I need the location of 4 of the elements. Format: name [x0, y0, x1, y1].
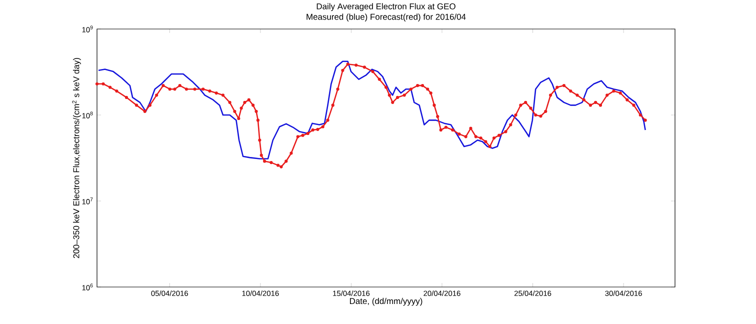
chart-subtitle: Measured (blue) Forecast(red) for 2016/04 — [306, 14, 466, 22]
chart-title: Daily Averaged Electron Flux at GEO — [316, 3, 456, 12]
x-axis-title: Date, (dd/mm/yyyy) — [350, 298, 422, 306]
y-axis-title: 200–350 keV Electron Flux,electrons/(cm$^{2}$ s keV day) — [72, 58, 81, 258]
